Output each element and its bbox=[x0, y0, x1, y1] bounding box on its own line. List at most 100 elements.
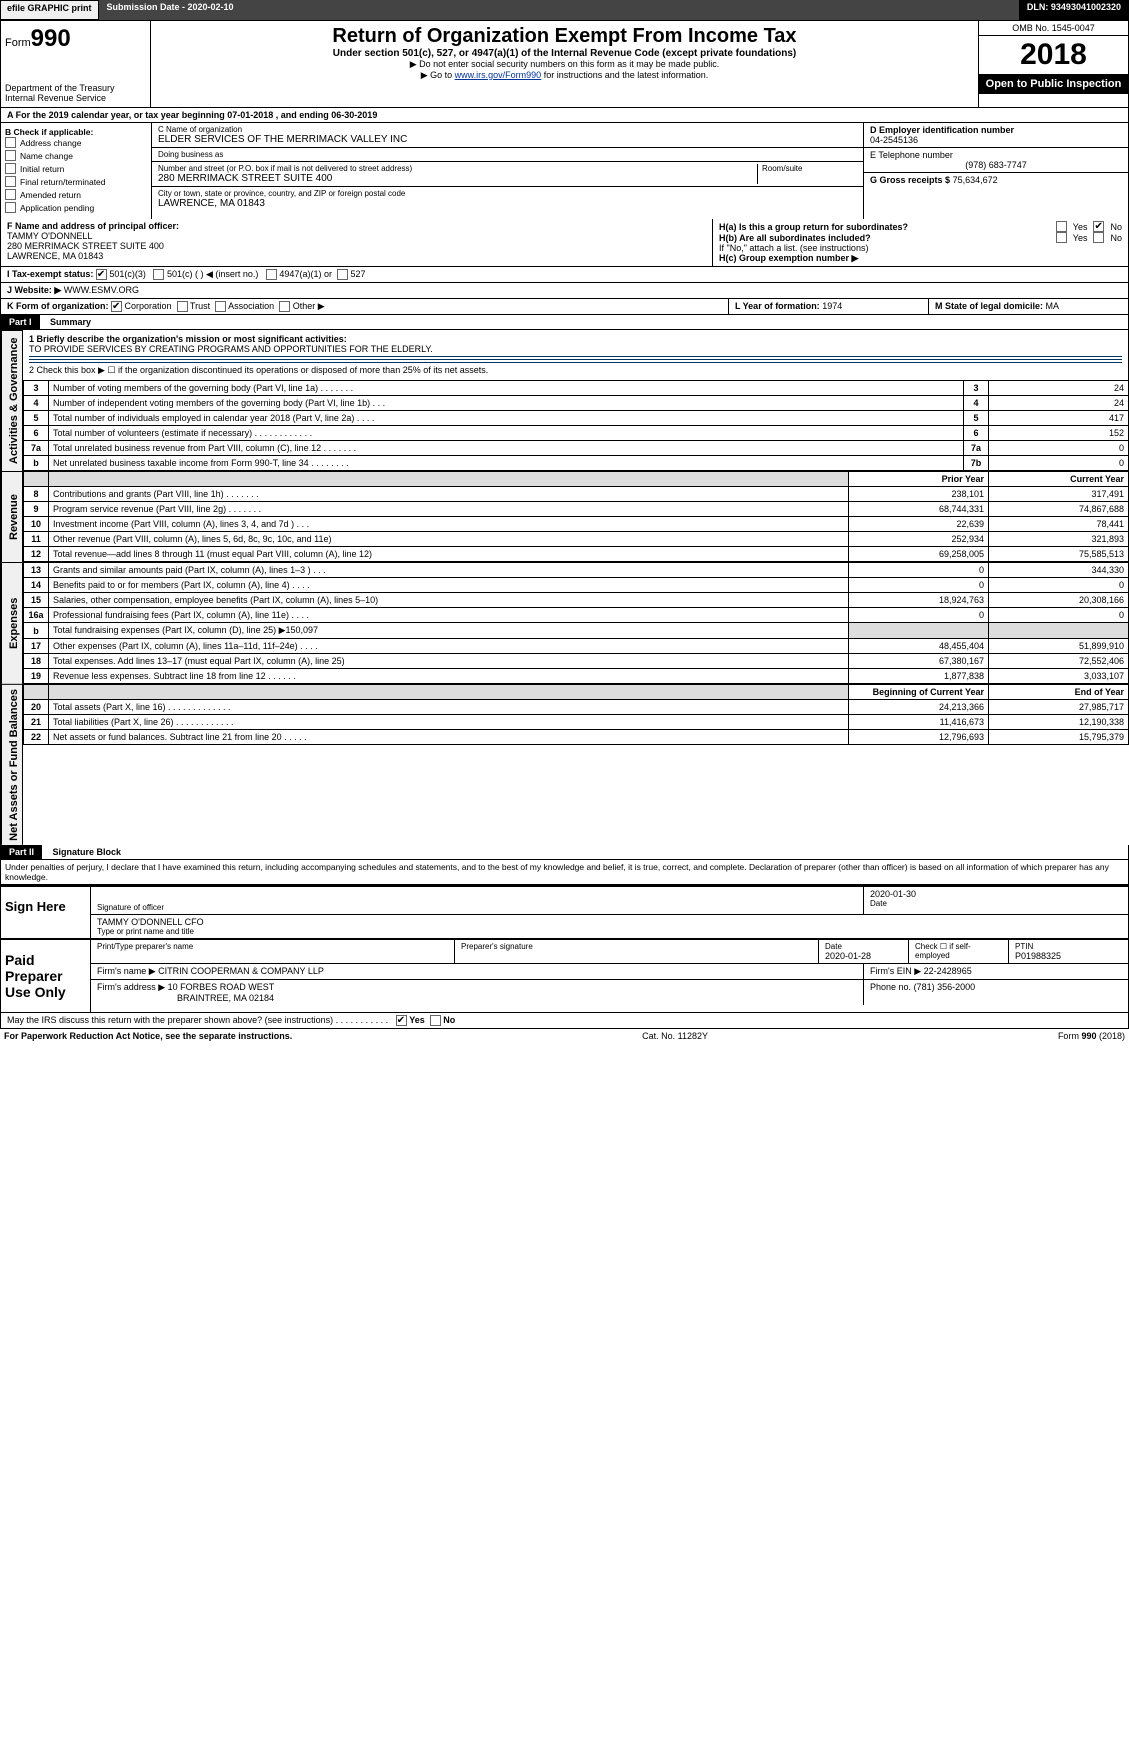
activities-governance: Activities & Governance 1 Briefly descri… bbox=[0, 330, 1129, 471]
table-row: 17Other expenses (Part IX, column (A), l… bbox=[24, 639, 1129, 654]
submission-date: Submission Date - 2020-02-10 bbox=[99, 0, 242, 20]
chk-name-change[interactable] bbox=[5, 150, 16, 161]
firm-name-value: CITRIN COOPERMAN & COMPANY LLP bbox=[158, 966, 324, 976]
ptin-value: P01988325 bbox=[1015, 951, 1122, 961]
chk-final-return[interactable] bbox=[5, 176, 16, 187]
chk-pending[interactable] bbox=[5, 202, 16, 213]
table-row: 18Total expenses. Add lines 13–17 (must … bbox=[24, 654, 1129, 669]
rule-3 bbox=[29, 362, 1122, 363]
chk-527[interactable] bbox=[337, 269, 348, 280]
table-row: 21Total liabilities (Part X, line 26) . … bbox=[24, 715, 1129, 730]
website-label: J Website: ▶ bbox=[7, 285, 61, 295]
tax-year: 2018 bbox=[979, 36, 1128, 74]
lbl-hb-yes: Yes bbox=[1073, 233, 1088, 243]
chk-hb-no[interactable] bbox=[1093, 232, 1104, 243]
firm-addr-2: BRAINTREE, MA 02184 bbox=[97, 993, 857, 1003]
chk-trust[interactable] bbox=[177, 301, 188, 312]
goto-post: for instructions and the latest informat… bbox=[541, 70, 708, 80]
sig-date-label: Date bbox=[870, 899, 1122, 908]
officer-printed-name: TAMMY O'DONNELL CFO bbox=[97, 917, 1122, 927]
ein-value: 04-2545136 bbox=[870, 135, 1122, 145]
chk-address-change[interactable] bbox=[5, 137, 16, 148]
table-row: 3Number of voting members of the governi… bbox=[24, 381, 1129, 396]
chk-discuss-yes[interactable] bbox=[396, 1015, 407, 1026]
lbl-amended: Amended return bbox=[20, 190, 81, 200]
lbl-501c3: 501(c)(3) bbox=[109, 269, 146, 279]
row-i: I Tax-exempt status: 501(c)(3) 501(c) ( … bbox=[0, 267, 1129, 283]
tax-exempt-label: I Tax-exempt status: bbox=[7, 269, 93, 279]
irs-link[interactable]: www.irs.gov/Form990 bbox=[455, 70, 542, 80]
firm-ein-value: 22-2428965 bbox=[924, 966, 972, 976]
sig-officer-label: Signature of officer bbox=[97, 903, 857, 912]
firm-addr-1: 10 FORBES ROAD WEST bbox=[168, 982, 275, 992]
section-bcd: B Check if applicable: Address change Na… bbox=[0, 123, 1129, 219]
expenses-section: Expenses 13Grants and similar amounts pa… bbox=[0, 562, 1129, 684]
open-to-public: Open to Public Inspection bbox=[979, 74, 1128, 94]
footer-left: For Paperwork Reduction Act Notice, see … bbox=[4, 1031, 292, 1041]
table-header: Prior YearCurrent Year bbox=[24, 472, 1129, 487]
dba-label: Doing business as bbox=[158, 150, 857, 159]
city-value: LAWRENCE, MA 01843 bbox=[158, 198, 857, 209]
table-row: 10Investment income (Part VIII, column (… bbox=[24, 517, 1129, 532]
chk-4947[interactable] bbox=[266, 269, 277, 280]
side-tab-net-assets: Net Assets or Fund Balances bbox=[1, 684, 23, 845]
lbl-pending: Application pending bbox=[20, 203, 94, 213]
table-row: 19Revenue less expenses. Subtract line 1… bbox=[24, 669, 1129, 684]
side-tab-revenue: Revenue bbox=[1, 471, 23, 562]
org-name: ELDER SERVICES OF THE MERRIMACK VALLEY I… bbox=[158, 134, 857, 145]
firm-name-label: Firm's name ▶ bbox=[97, 966, 156, 976]
street-value: 280 MERRIMACK STREET SUITE 400 bbox=[158, 173, 757, 184]
firm-addr-label: Firm's address ▶ bbox=[97, 982, 165, 992]
governance-table: 3Number of voting members of the governi… bbox=[23, 380, 1129, 471]
table-row: 14Benefits paid to or for members (Part … bbox=[24, 578, 1129, 593]
discuss-label: May the IRS discuss this return with the… bbox=[7, 1015, 388, 1025]
table-row: 9Program service revenue (Part VIII, lin… bbox=[24, 502, 1129, 517]
chk-501c[interactable] bbox=[153, 269, 164, 280]
efile-button[interactable]: efile GRAPHIC print bbox=[0, 0, 99, 20]
lbl-discuss-yes: Yes bbox=[409, 1015, 425, 1025]
table-row: bNet unrelated business taxable income f… bbox=[24, 456, 1129, 471]
chk-ha-no[interactable] bbox=[1093, 221, 1104, 232]
col-c: C Name of organization ELDER SERVICES OF… bbox=[151, 123, 863, 219]
sig-date-value: 2020-01-30 bbox=[870, 889, 1122, 899]
chk-501c3[interactable] bbox=[96, 269, 107, 280]
officer-city: LAWRENCE, MA 01843 bbox=[7, 251, 706, 261]
lbl-corp: Corporation bbox=[125, 301, 172, 311]
street-label: Number and street (or P.O. box if mail i… bbox=[158, 164, 757, 173]
row-j: J Website: ▶ WWW.ESMV.ORG bbox=[0, 283, 1129, 299]
prep-sig-label: Preparer's signature bbox=[461, 942, 812, 951]
chk-assoc[interactable] bbox=[215, 301, 226, 312]
row-a: A For the 2019 calendar year, or tax yea… bbox=[0, 108, 1129, 123]
note-goto: ▶ Go to www.irs.gov/Form990 for instruct… bbox=[155, 70, 974, 81]
chk-other[interactable] bbox=[279, 301, 290, 312]
chk-initial-return[interactable] bbox=[5, 163, 16, 174]
lbl-initial-return: Initial return bbox=[20, 164, 64, 174]
side-tab-expenses: Expenses bbox=[1, 562, 23, 684]
hb-note: If "No," attach a list. (see instruction… bbox=[719, 243, 1122, 253]
table-row: 6Total number of volunteers (estimate if… bbox=[24, 426, 1129, 441]
table-row: 5Total number of individuals employed in… bbox=[24, 411, 1129, 426]
firm-ein-label: Firm's EIN ▶ bbox=[870, 966, 921, 976]
net-assets-section: Net Assets or Fund Balances Beginning of… bbox=[0, 684, 1129, 845]
org-name-label: C Name of organization bbox=[158, 125, 857, 134]
header-left: Form990 Department of the Treasury Inter… bbox=[1, 21, 151, 107]
part1-title: Summary bbox=[42, 317, 91, 327]
lbl-ha-no: No bbox=[1110, 222, 1122, 232]
table-row: bTotal fundraising expenses (Part IX, co… bbox=[24, 623, 1129, 639]
chk-ha-yes[interactable] bbox=[1056, 221, 1067, 232]
form-prefix: Form bbox=[5, 37, 31, 49]
table-row: 11Other revenue (Part VIII, column (A), … bbox=[24, 532, 1129, 547]
chk-amended[interactable] bbox=[5, 189, 16, 200]
officer-label: F Name and address of principal officer: bbox=[7, 221, 706, 231]
chk-hb-yes[interactable] bbox=[1056, 232, 1067, 243]
l-value: 1974 bbox=[822, 301, 842, 311]
ha-label: H(a) Is this a group return for subordin… bbox=[719, 222, 1050, 232]
table-row: 7aTotal unrelated business revenue from … bbox=[24, 441, 1129, 456]
col-b-header: B Check if applicable: bbox=[5, 127, 147, 137]
row-fh: F Name and address of principal officer:… bbox=[0, 219, 1129, 267]
table-row: 13Grants and similar amounts paid (Part … bbox=[24, 563, 1129, 578]
chk-corp[interactable] bbox=[111, 301, 122, 312]
chk-discuss-no[interactable] bbox=[430, 1015, 441, 1026]
table-row: 22Net assets or fund balances. Subtract … bbox=[24, 730, 1129, 745]
discuss-row: May the IRS discuss this return with the… bbox=[0, 1013, 1129, 1029]
